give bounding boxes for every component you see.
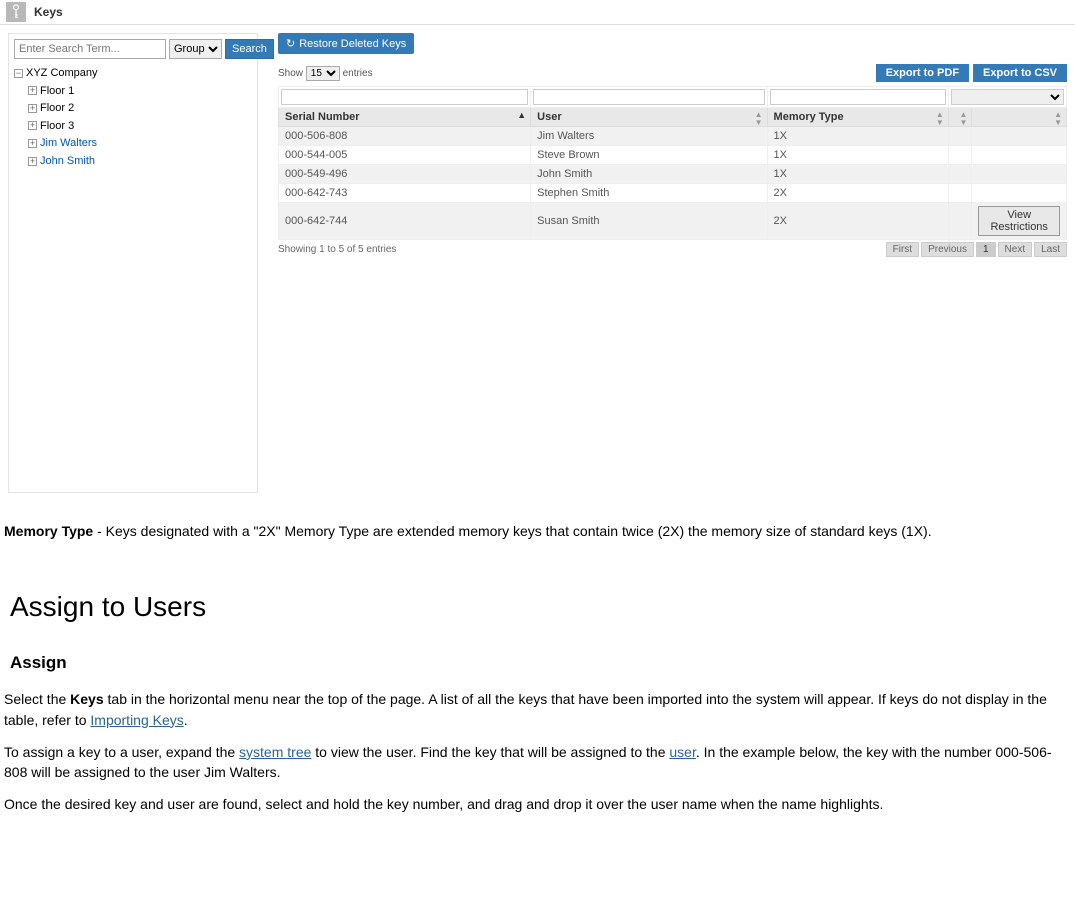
link-system-tree[interactable]: system tree	[239, 744, 311, 760]
cell-actions	[972, 184, 1067, 203]
cell-blank	[948, 165, 972, 184]
col-serial[interactable]: Serial Number▲	[279, 108, 531, 127]
sort-icon: ▲▼	[755, 111, 763, 127]
refresh-icon: ↻	[286, 37, 295, 50]
expand-icon[interactable]: +	[28, 104, 37, 113]
doc-paragraph: Once the desired key and user are found,…	[4, 794, 1071, 814]
search-button[interactable]: Search	[225, 39, 274, 59]
cell-serial: 000-642-743	[279, 184, 531, 203]
doc-paragraph: Select the Keys tab in the horizontal me…	[4, 689, 1071, 730]
restore-deleted-keys-button[interactable]: ↻ Restore Deleted Keys	[278, 33, 414, 54]
cell-serial: 000-506-808	[279, 127, 531, 146]
table-info: Showing 1 to 5 of 5 entries	[278, 244, 396, 255]
tree-root[interactable]: −XYZ Company +Floor 1+Floor 2+Floor 3+Ji…	[14, 65, 252, 171]
cell-blank	[948, 127, 972, 146]
tree-node[interactable]: +Jim Walters	[28, 135, 252, 153]
export-csv-button[interactable]: Export to CSV	[973, 64, 1067, 82]
main-panel: ↻ Restore Deleted Keys Show 15 entries E…	[278, 33, 1075, 493]
filter-serial[interactable]	[281, 89, 528, 105]
expand-icon[interactable]: +	[28, 121, 37, 130]
expand-icon[interactable]: +	[28, 139, 37, 148]
page-previous[interactable]: Previous	[921, 242, 974, 257]
table-row[interactable]: 000-544-005Steve Brown1X	[279, 146, 1067, 165]
page-1[interactable]: 1	[976, 242, 996, 257]
cell-blank	[948, 203, 972, 240]
heading-assign: Assign	[10, 653, 1071, 673]
tree-label[interactable]: John Smith	[40, 155, 95, 167]
table-row[interactable]: 000-549-496John Smith1X	[279, 165, 1067, 184]
expand-icon[interactable]: +	[28, 86, 37, 95]
link-importing-keys[interactable]: Importing Keys	[90, 712, 183, 728]
col-blank1[interactable]: ▲▼	[948, 108, 972, 127]
entries-select[interactable]: 15	[306, 66, 340, 81]
cell-memory: 2X	[767, 203, 948, 240]
tree-label[interactable]: Floor 3	[40, 120, 74, 132]
page-first[interactable]: First	[886, 242, 919, 257]
tree-label[interactable]: Floor 2	[40, 102, 74, 114]
cell-user: Jim Walters	[531, 127, 767, 146]
cell-serial: 000-549-496	[279, 165, 531, 184]
col-blank2[interactable]: ▲▼	[972, 108, 1067, 127]
tree-node[interactable]: +Floor 1	[28, 83, 252, 101]
table-header-row: Serial Number▲ User▲▼ Memory Type▲▼ ▲▼ ▲…	[279, 108, 1067, 127]
col-user[interactable]: User▲▼	[531, 108, 767, 127]
sort-asc-icon: ▲	[517, 111, 526, 120]
cell-actions	[972, 127, 1067, 146]
page-header: Keys	[0, 0, 1075, 25]
page-next[interactable]: Next	[998, 242, 1033, 257]
col-memory[interactable]: Memory Type▲▼	[767, 108, 948, 127]
expand-icon[interactable]: +	[28, 157, 37, 166]
table-row[interactable]: 000-642-744Susan Smith2X View Restriction…	[279, 203, 1067, 240]
filter-select[interactable]	[951, 89, 1064, 105]
cell-user: Susan Smith	[531, 203, 767, 240]
cell-actions	[972, 146, 1067, 165]
page-title: Keys	[34, 5, 63, 19]
filter-user[interactable]	[533, 89, 764, 105]
heading-assign-to-users: Assign to Users	[10, 591, 1071, 623]
cell-user: John Smith	[531, 165, 767, 184]
cell-memory: 2X	[767, 184, 948, 203]
tree-node[interactable]: +John Smith	[28, 153, 252, 171]
tree-label[interactable]: Floor 1	[40, 85, 74, 97]
table-row[interactable]: 000-506-808Jim Walters1X	[279, 127, 1067, 146]
sort-icon: ▲▼	[936, 111, 944, 127]
table-filter-row	[279, 87, 1067, 108]
system-tree: −XYZ Company +Floor 1+Floor 2+Floor 3+Ji…	[14, 65, 252, 171]
cell-serial: 000-544-005	[279, 146, 531, 165]
cell-blank	[948, 146, 972, 165]
cell-user: Steve Brown	[531, 146, 767, 165]
search-input[interactable]	[14, 39, 166, 59]
tree-node[interactable]: +Floor 3	[28, 118, 252, 136]
entries-length: Show 15 entries	[278, 66, 373, 81]
filter-memory[interactable]	[770, 89, 946, 105]
pagination: First Previous 1 Next Last	[886, 242, 1067, 257]
collapse-icon[interactable]: −	[14, 69, 23, 78]
cell-actions	[972, 165, 1067, 184]
sidebar: Group Search −XYZ Company +Floor 1+Floor…	[8, 33, 258, 493]
keys-table: Serial Number▲ User▲▼ Memory Type▲▼ ▲▼ ▲…	[278, 86, 1067, 240]
memory-type-note: Memory Type - Keys designated with a "2X…	[4, 521, 1071, 541]
cell-actions: View Restrictions	[972, 203, 1067, 240]
sort-icon: ▲▼	[959, 111, 967, 127]
cell-memory: 1X	[767, 146, 948, 165]
cell-memory: 1X	[767, 165, 948, 184]
link-user[interactable]: user	[669, 744, 695, 760]
doc-paragraph: To assign a key to a user, expand the sy…	[4, 742, 1071, 783]
key-icon	[6, 2, 26, 22]
cell-user: Stephen Smith	[531, 184, 767, 203]
tree-node[interactable]: +Floor 2	[28, 100, 252, 118]
documentation: Memory Type - Keys designated with a "2X…	[0, 521, 1075, 815]
group-select[interactable]: Group	[169, 39, 222, 59]
view-restrictions-button[interactable]: View Restrictions	[978, 206, 1060, 236]
cell-serial: 000-642-744	[279, 203, 531, 240]
export-pdf-button[interactable]: Export to PDF	[876, 64, 969, 82]
tree-label[interactable]: Jim Walters	[40, 137, 97, 149]
cell-blank	[948, 184, 972, 203]
page-last[interactable]: Last	[1034, 242, 1067, 257]
table-row[interactable]: 000-642-743Stephen Smith2X	[279, 184, 1067, 203]
cell-memory: 1X	[767, 127, 948, 146]
sort-icon: ▲▼	[1054, 111, 1062, 127]
